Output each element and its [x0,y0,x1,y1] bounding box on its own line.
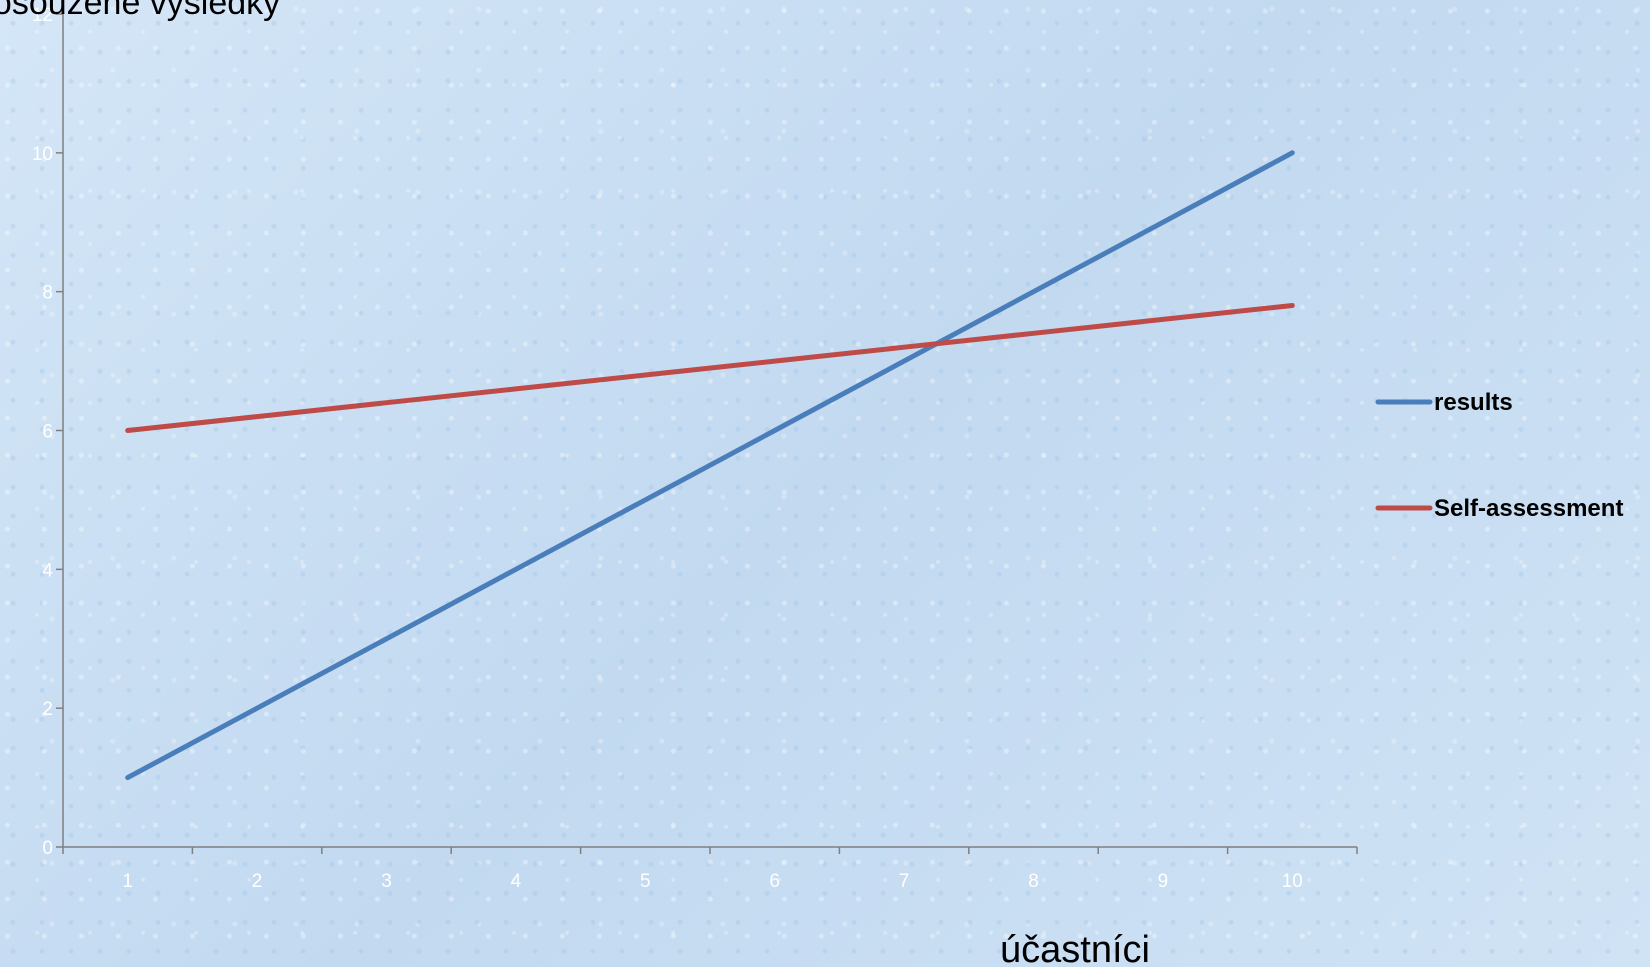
series-line-self-assessment [125,303,1295,433]
axes [56,13,1358,854]
y-tick-label: 6 [42,422,53,443]
x-tick-label: 5 [640,871,651,892]
series-line-results [125,150,1295,781]
series-lines [125,150,1295,781]
legend-label-self-assessment: Self-assessment [1434,495,1623,522]
x-tick-label: 2 [252,871,263,892]
x-tick-label: 7 [899,871,910,892]
y-tick-label: 4 [42,560,53,581]
x-tick-label: 8 [1028,871,1039,892]
x-tick-label: 4 [511,871,522,892]
y-tick-label: 2 [42,699,53,720]
y-tick-label: 0 [42,838,53,859]
x-tick-label: 3 [381,871,392,892]
y-tick-label: 12 [32,5,53,26]
y-axis-label: posouzené výsledky [0,0,280,22]
y-tick-label: 10 [32,144,53,165]
x-tick-label: 6 [769,871,780,892]
legend-label-results: results [1434,389,1513,416]
x-tick-label: 9 [1158,871,1169,892]
x-tick-label: 1 [122,871,133,892]
y-tick-label: 8 [42,283,53,304]
x-axis-label: účastníci [1000,929,1150,967]
x-tick-label: 10 [1282,871,1303,892]
legend: results Self-assessment [1375,389,1623,522]
